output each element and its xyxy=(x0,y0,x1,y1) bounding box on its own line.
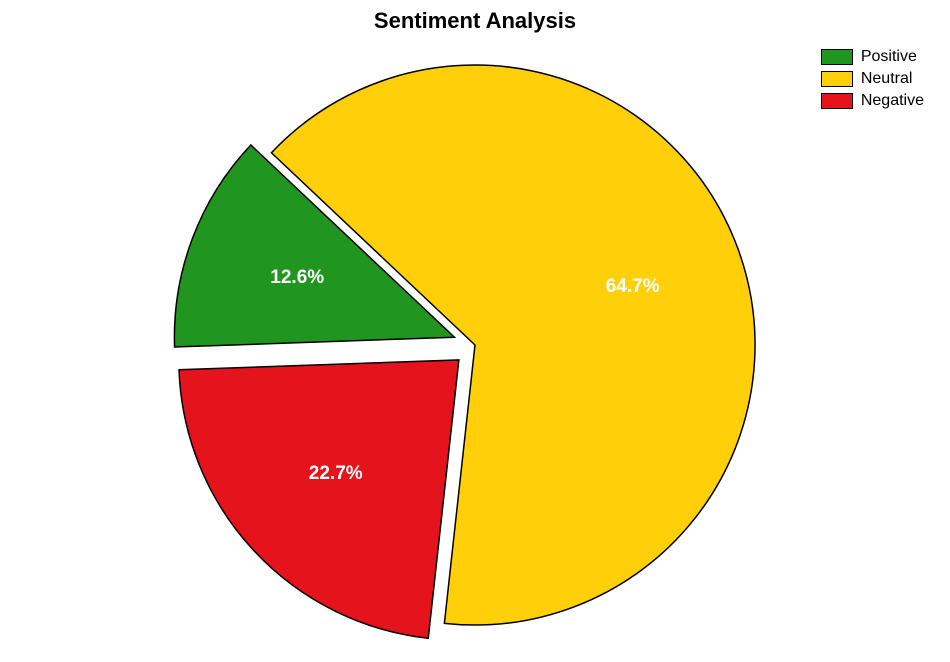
pie-slice-negative xyxy=(179,360,459,638)
pct-label-neutral: 64.7% xyxy=(606,276,660,298)
legend-swatch-neutral xyxy=(821,71,853,87)
legend-swatch-negative xyxy=(821,93,853,109)
legend-label-positive: Positive xyxy=(861,48,917,66)
legend-swatch-positive xyxy=(821,49,853,65)
pct-label-negative: 22.7% xyxy=(309,463,363,485)
legend-item-negative: Negative xyxy=(821,92,924,110)
legend: Positive Neutral Negative xyxy=(821,48,924,114)
pie-chart xyxy=(0,0,950,662)
legend-item-positive: Positive xyxy=(821,48,924,66)
pct-label-positive: 12.6% xyxy=(270,267,324,289)
legend-item-neutral: Neutral xyxy=(821,70,924,88)
legend-label-neutral: Neutral xyxy=(861,70,913,88)
legend-label-negative: Negative xyxy=(861,92,924,110)
